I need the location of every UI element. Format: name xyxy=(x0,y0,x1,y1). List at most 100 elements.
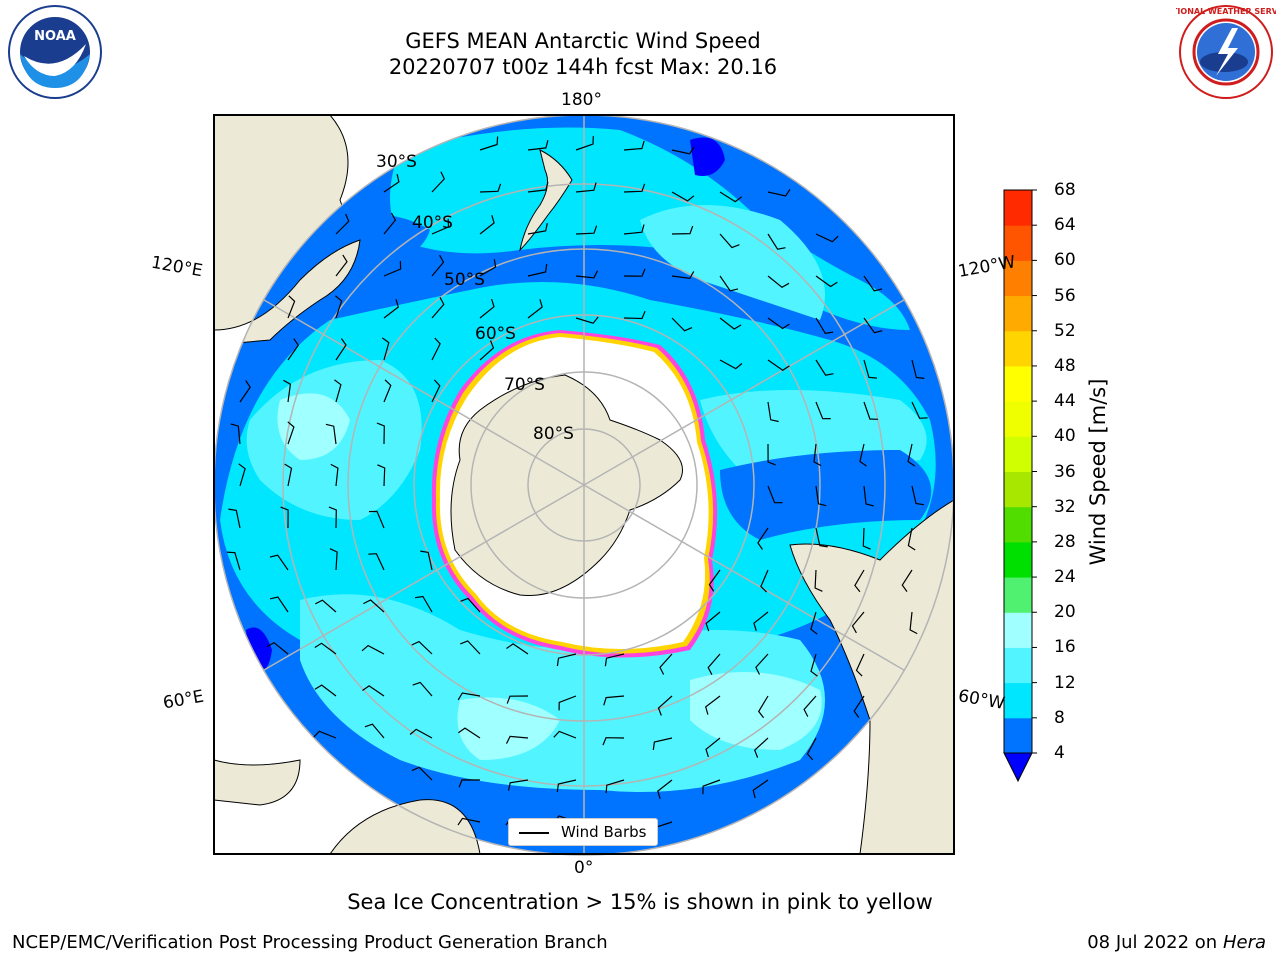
colorbar-tick-label: 56 xyxy=(1054,285,1076,306)
wind-barb xyxy=(659,653,673,675)
wind-barb xyxy=(753,611,769,631)
wind-barb xyxy=(457,817,481,826)
svg-text:NATIONAL WEATHER SERVICE: NATIONAL WEATHER SERVICE xyxy=(1176,7,1276,16)
colorbar-tick-label: 40 xyxy=(1054,426,1076,447)
wind-barb xyxy=(605,779,625,794)
colorbar-segment xyxy=(1004,717,1032,754)
wind-barbs xyxy=(226,136,928,836)
wind-barb xyxy=(760,569,769,593)
wind-barb xyxy=(705,695,721,715)
wind-barb xyxy=(479,298,495,319)
colorbar-tick-label: 36 xyxy=(1054,461,1076,482)
wind-barb xyxy=(460,640,481,655)
colorbar-tick-label: 64 xyxy=(1054,215,1076,236)
wind-barb xyxy=(479,340,495,361)
wind-barb xyxy=(284,463,293,487)
wind-barb xyxy=(283,379,292,403)
wind-barb xyxy=(863,275,883,292)
colorbar-tick-label: 4 xyxy=(1054,743,1065,763)
wind-barb xyxy=(368,553,385,571)
wind-barb xyxy=(753,737,769,758)
colorbar-segment xyxy=(1004,190,1032,226)
wind-barb xyxy=(330,463,339,487)
wind-barb xyxy=(431,171,446,193)
wind-barb xyxy=(671,225,694,235)
wind-barb xyxy=(623,140,645,151)
wind-barb xyxy=(314,642,337,655)
wind-barb xyxy=(859,443,867,467)
colorbar-title: Wind Speed [m/s] xyxy=(1086,378,1110,566)
colorbar-tick-label: 44 xyxy=(1054,391,1076,412)
wind-barb xyxy=(909,611,918,635)
colorbar-tick-label: 68 xyxy=(1054,180,1076,200)
wind-barb xyxy=(414,595,433,613)
wind-barb xyxy=(381,337,390,361)
wind-barb xyxy=(719,275,739,292)
wind-barb xyxy=(815,485,827,507)
wind-barb xyxy=(527,140,549,151)
map-legend: Wind Barbs xyxy=(508,818,658,846)
latitude-label-40s: 40°S xyxy=(412,213,453,233)
latitude-label-30s: 30°S xyxy=(376,152,417,172)
wind-barb xyxy=(460,597,481,613)
colorbar-tick-label: 16 xyxy=(1054,637,1076,658)
wind-barb xyxy=(767,485,783,504)
colorbar-segment xyxy=(1004,682,1032,719)
wind-barb xyxy=(815,275,838,288)
wind-barb xyxy=(853,695,865,718)
colorbar-tick-label: 32 xyxy=(1054,496,1076,517)
wind-barb xyxy=(383,173,400,193)
wind-barb xyxy=(911,485,924,506)
wind-barb xyxy=(671,271,695,280)
wind-barb xyxy=(757,527,769,550)
colorbar-tick-label: 8 xyxy=(1054,707,1065,728)
wind-barb xyxy=(907,527,916,551)
wind-barb xyxy=(604,653,625,667)
wind-barb xyxy=(863,485,874,507)
colorbar-segment xyxy=(1004,541,1032,578)
wind-barb xyxy=(854,569,865,593)
wind-barb xyxy=(911,359,925,379)
latitude-label-50s: 50°S xyxy=(444,270,485,290)
wind-barb xyxy=(328,506,337,529)
colorbar-tick-label: 60 xyxy=(1054,250,1076,271)
footer-credit: NCEP/EMC/Verification Post Processing Pr… xyxy=(12,932,608,953)
footer-host: Hera xyxy=(1222,932,1266,953)
wind-barb xyxy=(708,569,721,592)
wind-barb xyxy=(228,508,241,529)
wind-barb xyxy=(815,317,834,335)
wind-barb xyxy=(752,779,769,799)
wind-barb xyxy=(431,379,441,403)
wind-barb xyxy=(602,737,625,746)
wind-barb xyxy=(862,527,871,550)
footer-date: 08 Jul 2022 on Hera xyxy=(1087,932,1266,953)
wind-barb xyxy=(815,401,831,420)
wind-barb xyxy=(269,596,289,613)
colorbar-segment xyxy=(1004,225,1032,261)
wind-barb xyxy=(767,443,776,466)
wind-barb xyxy=(364,723,385,739)
wind-barb xyxy=(507,779,529,791)
wind-barb xyxy=(420,550,433,571)
wind-barb xyxy=(767,275,790,289)
wind-barb xyxy=(362,685,385,697)
wind-barb xyxy=(553,730,577,739)
wind-barb xyxy=(657,695,673,716)
latitude-label-70s: 70°S xyxy=(504,375,545,395)
antarctica xyxy=(450,374,683,597)
latitude-label-60s: 60°S xyxy=(475,324,516,344)
colorbar-segment xyxy=(1004,401,1032,437)
colorbar-tick-label: 48 xyxy=(1054,355,1076,376)
noaa-logo-icon: NOAA xyxy=(8,5,102,99)
wind-barb xyxy=(558,695,577,711)
colorbar-segment xyxy=(1004,330,1032,367)
wind-barb xyxy=(575,316,599,324)
map-frame xyxy=(213,114,955,855)
wind-barb xyxy=(506,695,529,704)
colorbar-tick-label: 28 xyxy=(1054,531,1076,552)
wind-barb xyxy=(383,299,399,319)
wind-barb xyxy=(657,779,673,799)
wind-barb xyxy=(575,225,598,235)
wind-barb-legend-line xyxy=(519,832,549,834)
meridian-label-180: 180° xyxy=(561,90,602,110)
